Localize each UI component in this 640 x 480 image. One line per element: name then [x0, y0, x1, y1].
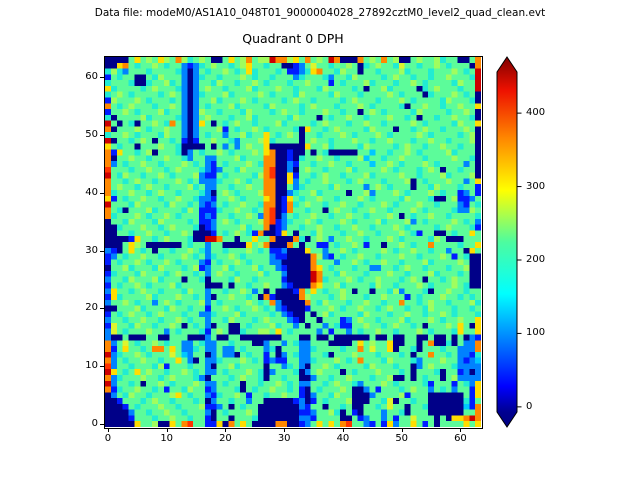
y-tick-label: 50 [85, 129, 98, 141]
x-tick-label: 40 [336, 433, 350, 444]
x-tick-label: 10 [160, 433, 174, 444]
y-tick-mark [100, 424, 104, 426]
colorbar-tick-label: 200 [526, 253, 546, 265]
y-tick-label: 60 [85, 71, 98, 83]
y-tick-label: 10 [85, 360, 98, 372]
colorbar-tick-label: 300 [526, 180, 546, 192]
y-tick-mark [100, 366, 104, 368]
y-tick-mark [100, 250, 104, 252]
plot-title: Quadrant 0 DPH [242, 31, 344, 46]
x-tick-mark [460, 428, 462, 432]
colorbar-gradient-bar [496, 56, 518, 428]
x-tick-mark [342, 428, 344, 432]
y-tick-mark [100, 192, 104, 194]
x-tick-label: 0 [104, 433, 112, 444]
x-tick-mark [401, 428, 403, 432]
y-tick-mark [100, 77, 104, 79]
x-tick-label: 20 [219, 433, 232, 444]
colorbar-tick-label: 100 [526, 327, 546, 339]
y-tick-label: 30 [85, 244, 98, 256]
x-tick-label: 50 [395, 433, 409, 444]
colorbar-tick-label: 0 [526, 400, 533, 412]
data-file-label: Data file: modeM0/AS1A10_048T01_90000040… [94, 7, 546, 19]
x-tick-mark [107, 428, 109, 432]
x-tick-mark [166, 428, 168, 432]
x-tick-mark [284, 428, 286, 432]
y-tick-label: 40 [85, 186, 98, 198]
colorbar-tick-label: 400 [526, 107, 546, 119]
x-tick-label: 60 [454, 433, 467, 444]
dph-heatmap [105, 57, 481, 427]
colorbar [496, 56, 522, 428]
y-tick-label: 20 [85, 302, 98, 314]
x-tick-label: 30 [277, 433, 291, 444]
y-tick-mark [100, 308, 104, 310]
y-tick-mark [100, 135, 104, 137]
x-tick-mark [225, 428, 227, 432]
y-tick-label: 0 [91, 418, 98, 430]
